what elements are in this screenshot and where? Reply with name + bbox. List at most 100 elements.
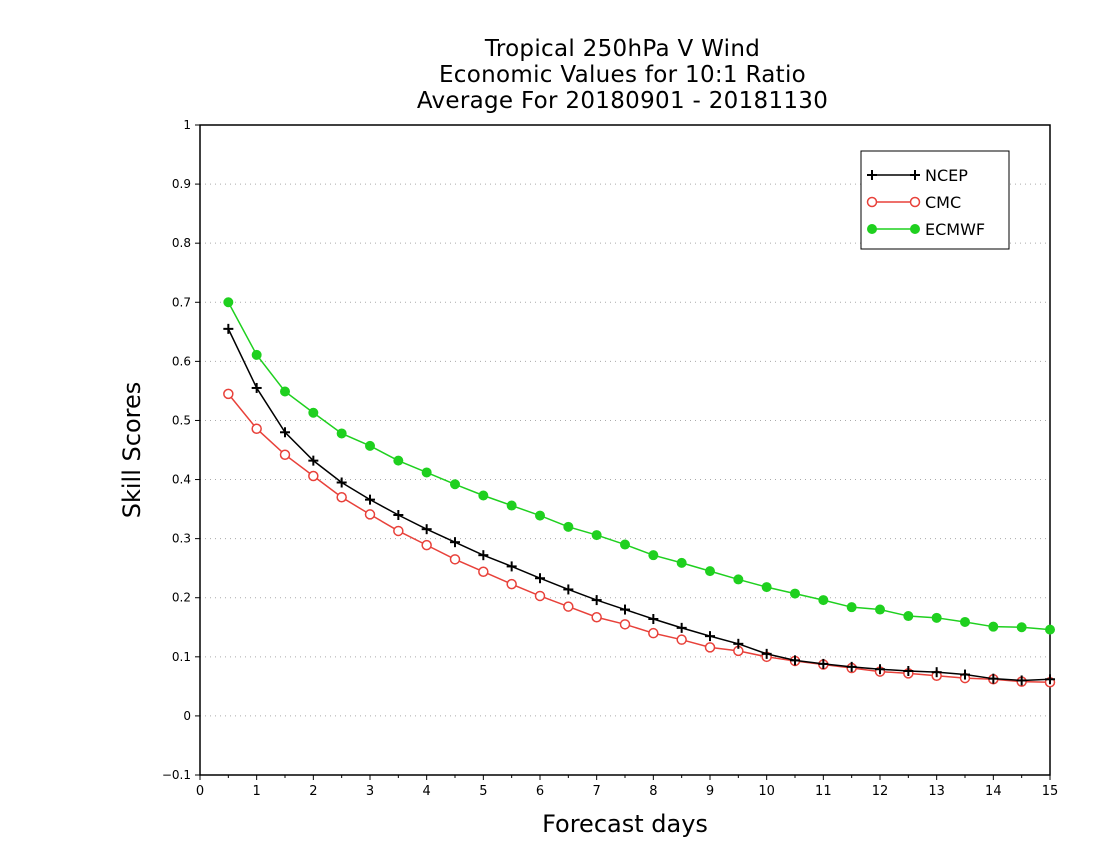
series-ncep-point: [421, 524, 432, 535]
series-cmc-point: [336, 492, 347, 503]
series-ecmwf-point: [563, 521, 574, 532]
legend-cmc-marker-right: [909, 196, 921, 208]
y-tick-label: 0.5: [172, 413, 191, 427]
series-cmc-point: [563, 601, 574, 612]
series-ecmwf-point: [450, 479, 460, 490]
series-ecmwf-point: [336, 428, 347, 439]
y-tick-label: 0.1: [172, 650, 191, 664]
series-cmc-point: [308, 470, 319, 482]
series-ecmwf-line: [227, 301, 1051, 631]
series-ncep-point: [846, 661, 857, 672]
x-tick-label: 7: [593, 784, 601, 799]
series-ncep-point: [676, 622, 687, 633]
series-ncep-point: [875, 664, 885, 675]
series-ecmwf-point: [875, 604, 885, 615]
chart-title-line-1: Tropical 250hPa V Wind: [484, 36, 761, 62]
series-ecmwf-point: [223, 297, 234, 308]
series-ecmwf-point: [620, 539, 630, 550]
plot-frame: [199, 124, 1051, 776]
series-ncep-point: [818, 658, 829, 669]
legend: NCEP CMC ECMWF: [860, 150, 1010, 250]
legend-item-ecmwf: ECMWF: [867, 220, 985, 239]
series-ecmwf-point: [733, 574, 744, 585]
series-cmc-point: [648, 627, 659, 639]
x-tick-label: 4: [423, 784, 431, 799]
x-tick-label: 6: [536, 784, 544, 799]
series-cmc-point: [619, 619, 631, 630]
series-cmc-point: [251, 423, 262, 434]
series-ncep-point: [223, 323, 234, 334]
series-ncep-point: [960, 669, 970, 680]
series-ecmwf-point: [903, 611, 914, 622]
series-cmc-point: [534, 590, 546, 602]
legend-ecmwf-marker-right: [910, 224, 920, 234]
series-ncep: [223, 323, 1055, 686]
series-ecmwf-point: [506, 500, 517, 511]
series-ecmwf-point: [421, 467, 432, 478]
series-ecmwf-point: [1016, 622, 1027, 633]
series-ncep-point: [1045, 674, 1055, 685]
y-tick-label: 0: [183, 709, 191, 723]
series-ncep-point: [478, 550, 489, 561]
legend-item-cmc: CMC: [866, 193, 961, 212]
x-tick-label: 1: [253, 784, 261, 799]
series-ncep-point: [705, 631, 715, 642]
series-cmc-point: [506, 578, 517, 590]
legend-ecmwf-label: ECMWF: [925, 220, 985, 239]
series-cmc-point: [223, 388, 234, 400]
series-ncep-point: [280, 427, 290, 438]
series-ncep-point: [931, 667, 942, 678]
series-ncep-point: [365, 494, 375, 505]
series-ecmwf-point: [988, 621, 999, 632]
y-tick-label: 0.6: [172, 354, 191, 368]
x-tick-label: 8: [649, 784, 657, 799]
series-ncep-point: [761, 648, 772, 659]
series-ncep-point: [563, 584, 574, 595]
series-ncep-point: [450, 537, 460, 548]
series-ecmwf-point: [818, 595, 829, 606]
y-tick-label: 0.2: [172, 591, 191, 605]
series-ncep-point: [336, 477, 347, 488]
series-ncep-point: [506, 561, 517, 572]
series-ecmwf-point: [761, 582, 772, 593]
series-ncep-point: [790, 655, 800, 666]
legend-box: [860, 150, 1010, 250]
chart-title-line-2: Economic Values for 10:1 Ratio: [438, 62, 807, 88]
series-ecmwf-point: [251, 349, 262, 360]
series-ncep-point: [620, 604, 630, 615]
series-cmc-point: [421, 539, 432, 551]
series-ncep-point: [393, 510, 404, 520]
x-tick-label: 12: [872, 784, 889, 799]
y-tick-label: 0.8: [172, 236, 191, 250]
series-cmc-point: [449, 554, 461, 565]
x-tick-label: 15: [1042, 784, 1059, 799]
legend-ncep-marker-right: [910, 170, 920, 180]
series-ecmwf-point: [790, 588, 800, 599]
series-ecmwf-point: [1045, 624, 1055, 635]
x-tick-label: 0: [196, 784, 204, 799]
legend-ncep-label: NCEP: [925, 166, 968, 185]
legend-ecmwf-marker-left: [867, 224, 877, 234]
series-cmc-point: [704, 642, 716, 653]
series-ecmwf-point: [393, 455, 404, 466]
x-tick-label: 5: [479, 784, 487, 799]
series-cmc-point: [591, 611, 602, 623]
x-tick-label: 10: [758, 784, 775, 799]
y-tick-label: 0.3: [172, 532, 191, 546]
series-ecmwf: [223, 297, 1055, 635]
series-ecmwf-point: [931, 612, 942, 623]
series-ncep-point: [903, 666, 914, 676]
legend-cmc-marker-left: [866, 196, 878, 208]
x-tick-label: 3: [366, 784, 374, 799]
series-ecmwf-point: [676, 557, 687, 568]
series-ncep-point: [733, 638, 744, 649]
series-ncep-point: [1016, 675, 1027, 686]
legend-ncep-marker-left: [867, 170, 877, 180]
chart-title-line-3: Average For 20180901 - 20181130: [416, 88, 829, 114]
series-ecmwf-point: [705, 566, 715, 577]
series-ncep-point: [988, 673, 999, 684]
y-tick-label: 0.4: [172, 473, 191, 487]
x-tick-label: 13: [928, 784, 945, 799]
series-ncep-point: [591, 595, 602, 606]
